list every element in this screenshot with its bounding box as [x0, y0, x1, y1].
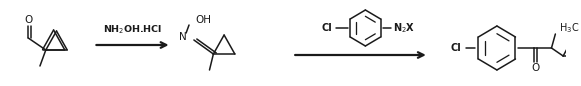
Text: OH: OH [196, 15, 212, 25]
Text: N: N [180, 32, 187, 42]
Text: H$_3$C: H$_3$C [560, 21, 580, 35]
Text: O: O [531, 63, 540, 73]
Text: Cl: Cl [451, 43, 461, 53]
Text: Cl: Cl [321, 23, 332, 33]
Bar [341, 3, 390, 53]
Text: N$_2$X: N$_2$X [393, 21, 415, 35]
Text: NH$_2$OH.HCl: NH$_2$OH.HCl [103, 24, 162, 36]
Text: O: O [24, 15, 33, 25]
